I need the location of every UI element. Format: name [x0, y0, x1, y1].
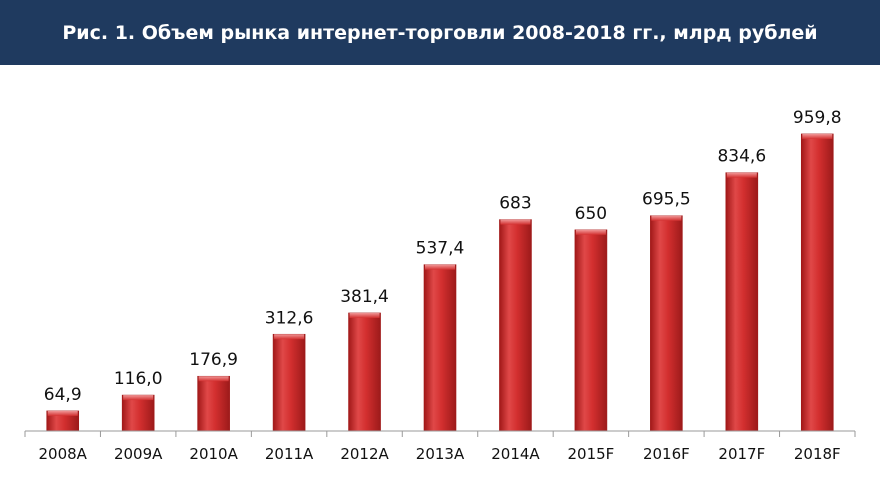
x-tick-label-2012A: 2012A [340, 445, 389, 463]
x-tick-label-2017F: 2017F [718, 445, 765, 463]
chart-title: Рис. 1. Объем рынка интернет-торговли 20… [62, 21, 818, 44]
bar-cap [47, 410, 78, 416]
bar-2014A [499, 219, 532, 432]
bar-cap [198, 376, 229, 382]
bar-cap [425, 264, 455, 270]
bar-body [800, 133, 834, 432]
bar-2008A [46, 410, 80, 432]
data-label-2017F: 834,6 [717, 147, 766, 167]
bars-layer [46, 133, 834, 432]
data-label-2016F: 695,5 [642, 190, 691, 210]
bar-2011A [272, 333, 306, 432]
x-tick-label-2010A: 2010A [189, 445, 238, 463]
x-tick-label-2018F: 2018F [794, 445, 841, 463]
bar-2012A [348, 312, 381, 432]
bar-cap [123, 395, 154, 401]
data-label-2010A: 176,9 [189, 350, 238, 370]
data-label-2011A: 312,6 [265, 308, 314, 328]
bar-2017F [725, 172, 759, 432]
data-label-2013A: 537,4 [416, 239, 465, 259]
x-tick-label-2014A: 2014A [491, 445, 540, 463]
bar-cap [274, 334, 305, 340]
data-label-2009A: 116,0 [114, 369, 163, 389]
data-label-2015F: 650 [575, 204, 607, 224]
title-bar: Рис. 1. Объем рынка интернет-торговли 20… [0, 0, 880, 65]
value-labels-layer: 64,9 116,0 176,9 312,6 381,4 537,4 683 650 695,5… [44, 108, 842, 405]
bar-body [650, 215, 683, 432]
bar-2015F [574, 229, 608, 432]
x-tick-label-2011A: 2011A [265, 445, 314, 463]
data-label-2008A: 64,9 [44, 385, 82, 405]
bar-body [499, 219, 532, 432]
bar-cap [575, 229, 606, 235]
bar-2018F [800, 133, 834, 432]
bar-2013A [423, 264, 457, 432]
data-label-2014A: 683 [499, 194, 531, 214]
bar-body [423, 264, 457, 432]
bar-body [197, 375, 230, 432]
bar-body [121, 394, 155, 432]
x-tick-label-2015F: 2015F [568, 445, 615, 463]
bar-cap [802, 133, 833, 139]
data-label-2012A: 381,4 [340, 287, 389, 307]
x-tick-label-2013A: 2013A [416, 445, 465, 463]
bar-2016F [650, 215, 683, 432]
bar-cap [651, 215, 682, 221]
x-tick-label-2016F: 2016F [643, 445, 690, 463]
bar-body [348, 312, 381, 432]
bar-cap [726, 172, 757, 178]
bar-cap [349, 312, 380, 318]
bar-cap [500, 219, 531, 225]
bar-2010A [197, 375, 230, 432]
x-tick-label-2009A: 2009A [114, 445, 163, 463]
data-label-2018F: 959,8 [793, 108, 842, 128]
bar-2009A [121, 394, 155, 432]
bar-body [574, 229, 608, 432]
bar-body [272, 333, 306, 432]
bar-body [725, 172, 759, 432]
x-axis: 2008A 2009A 2010A 2011A 2012A 2013A 2014A 2015F… [24, 430, 856, 463]
x-tick-label-2008A: 2008A [39, 445, 88, 463]
